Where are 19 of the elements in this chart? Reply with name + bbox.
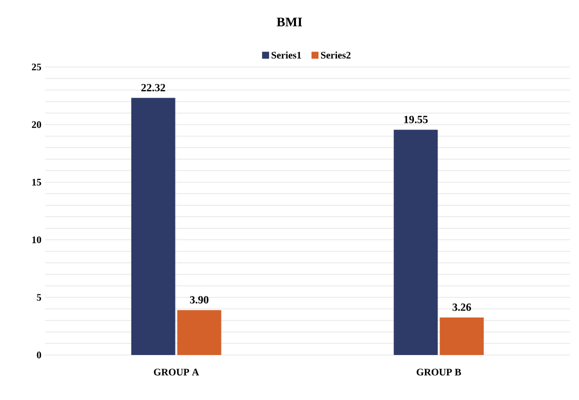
y-tick-label: 10	[32, 236, 42, 244]
bar	[394, 130, 438, 355]
y-tick-label: 0	[36, 352, 42, 358]
bar	[440, 317, 484, 355]
chart-title: BMI	[276, 18, 302, 26]
x-tick-label: GROUP A	[154, 368, 200, 376]
legend-label: Series2	[321, 52, 351, 59]
y-tick-label: 5	[36, 294, 42, 301]
data-label: 3.26	[452, 304, 472, 311]
legend-label: Series1	[272, 52, 301, 59]
data-label: 22.32	[141, 84, 166, 92]
data-label: 19.55	[404, 116, 428, 124]
x-tick-label: GROUP B	[416, 368, 462, 376]
bar	[177, 310, 222, 355]
data-label: 3.90	[190, 296, 208, 304]
y-tick-label: 25	[32, 64, 42, 70]
y-tick-label: 15	[32, 178, 42, 186]
bar	[131, 98, 176, 355]
y-tick-label: 20	[32, 121, 42, 128]
